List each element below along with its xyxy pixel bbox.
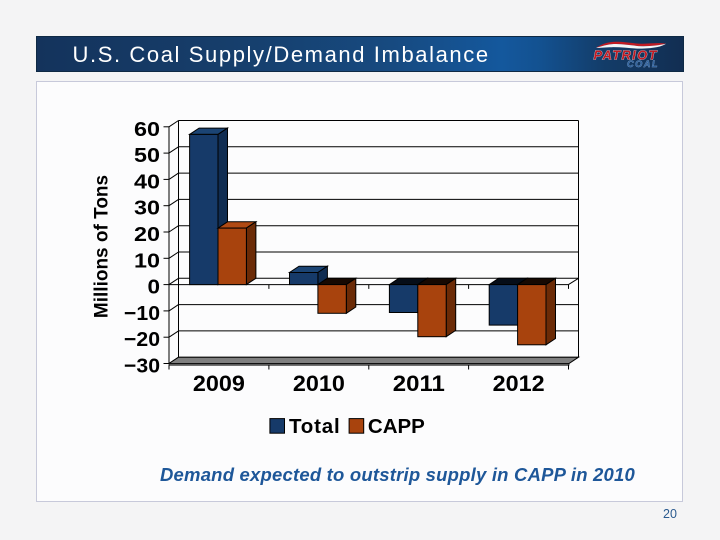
svg-text:CAPP: CAPP bbox=[368, 415, 425, 438]
svg-text:−30: −30 bbox=[124, 355, 160, 378]
svg-text:40: 40 bbox=[134, 170, 160, 193]
svg-text:30: 30 bbox=[134, 197, 160, 220]
svg-text:−20: −20 bbox=[124, 328, 160, 351]
svg-text:2011: 2011 bbox=[393, 371, 445, 396]
svg-text:0: 0 bbox=[148, 276, 161, 299]
svg-text:10: 10 bbox=[134, 249, 160, 272]
svg-text:2012: 2012 bbox=[493, 371, 545, 396]
svg-text:Total: Total bbox=[289, 415, 340, 438]
svg-text:20: 20 bbox=[134, 223, 160, 246]
svg-text:2009: 2009 bbox=[193, 371, 245, 396]
svg-text:50: 50 bbox=[134, 144, 160, 167]
svg-text:2010: 2010 bbox=[293, 371, 345, 396]
svg-text:Millions of Tons: Millions of Tons bbox=[92, 175, 113, 318]
svg-text:COAL: COAL bbox=[627, 59, 659, 69]
svg-text:PATRIOT: PATRIOT bbox=[594, 48, 658, 63]
svg-text:60: 60 bbox=[134, 118, 160, 141]
svg-text:−10: −10 bbox=[124, 302, 160, 325]
